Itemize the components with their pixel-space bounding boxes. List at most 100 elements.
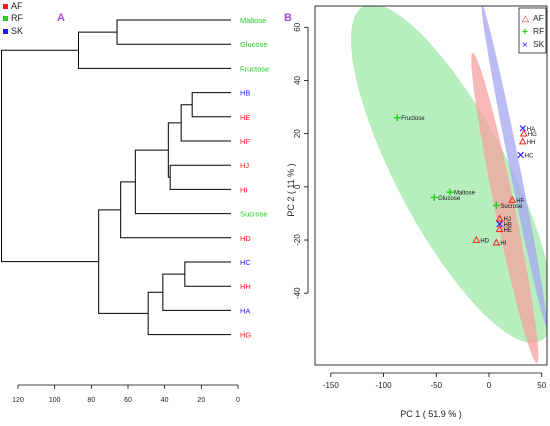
leaf-label: Sucrose — [240, 210, 268, 219]
pca-legend-label-af: AF — [533, 13, 544, 23]
pca-point-label: HG — [528, 132, 537, 138]
pca-point-marker — [492, 238, 501, 246]
pca-point-marker — [496, 220, 503, 228]
pca-point-label: HI — [500, 241, 506, 247]
pca-legend-marker-af: △ — [522, 13, 529, 23]
dendrogram-link — [147, 291, 231, 336]
panel-b-label: B — [284, 12, 292, 24]
pca-point-label: HE — [504, 228, 512, 234]
leaf-label: HF — [240, 137, 250, 146]
pca-plot-frame — [314, 5, 548, 366]
legend-swatch-af — [3, 4, 8, 9]
pca-point-label: HJ — [504, 217, 511, 223]
dendrogram-link — [180, 104, 231, 142]
pca-point-marker — [518, 137, 527, 145]
pca-point-marker — [393, 114, 401, 122]
pca-point-label: Sucrose — [500, 204, 523, 210]
pca-x-tick-label: -150 — [323, 381, 340, 390]
pca-point-label: Maltose — [454, 191, 476, 197]
pca-x-tick-label: -50 — [430, 381, 442, 390]
pca-point-label: HB — [504, 223, 512, 229]
dendrogram-link — [116, 19, 231, 45]
dendrogram-link — [191, 92, 231, 118]
pca-x-tick-label: 0 — [487, 381, 492, 390]
leaf-label: HJ — [240, 161, 249, 170]
pca-point-label: HF — [516, 199, 524, 205]
pca-point-label: Glucose — [438, 196, 461, 202]
dendrogram-tick-label: 0 — [236, 397, 240, 404]
leaf-label: HB — [240, 89, 250, 98]
pca-confidence-ellipses — [351, 6, 547, 364]
dendrogram-link — [162, 273, 231, 311]
pca-y-tick-label: 0 — [293, 184, 302, 189]
leaf-label: HG — [240, 331, 251, 340]
pca-point-marker — [492, 201, 500, 209]
pca-point-label: HD — [480, 239, 489, 245]
dendrogram-tick-label: 100 — [49, 397, 61, 404]
dendrogram-link — [169, 164, 231, 190]
legend-label-rf: RF — [11, 13, 23, 23]
pca-x-tick-label: 50 — [537, 381, 546, 390]
dendrogram-link — [1, 49, 99, 263]
confidence-ellipse-rf — [351, 6, 547, 343]
pca-y-tick-label: 20 — [293, 129, 302, 138]
leaf-label: HH — [240, 282, 251, 291]
dendrogram-link — [134, 149, 231, 215]
pca-legend-label-rf: RF — [533, 26, 544, 36]
pca-point-marker — [517, 151, 524, 159]
legend-swatch-rf — [3, 16, 8, 21]
pca-point-marker — [495, 214, 504, 222]
pca-legend: △ AF + RF × SK — [518, 7, 547, 54]
leaf-label: HA — [240, 306, 250, 315]
leaf-label: HD — [240, 234, 251, 243]
pca-y-tick-label: -20 — [293, 234, 302, 246]
pca-point-marker — [519, 125, 526, 132]
dendrogram-tick-label: 40 — [161, 397, 169, 404]
pca-y-axis-title: PC 2 ( 11 % ) — [286, 163, 296, 216]
pca-y-tick-label: 60 — [293, 22, 302, 31]
leaf-label: Fructose — [240, 64, 269, 73]
pca-x-tick-label: -100 — [376, 381, 393, 390]
legend-label-af: AF — [11, 1, 23, 11]
pca-point-marker — [472, 235, 481, 243]
dendrogram-link — [184, 261, 231, 287]
dendrogram-link — [78, 31, 231, 69]
dendrogram-link — [98, 209, 149, 314]
pca-point-marker — [446, 188, 454, 196]
pca-point-label: HH — [527, 140, 536, 146]
pca-y-tick-label: 40 — [293, 75, 302, 84]
pca-point-marker — [430, 193, 438, 201]
pca-axes: -150 -100 -50 0 50 -40 -20 0 20 40 60 — [293, 22, 547, 390]
pca-x-axis-title: PC 1 ( 51.9 % ) — [400, 409, 462, 419]
dendrogram: Maltose Glucose Fructose HB HE HF HJ HI Sucrose H… — [1, 16, 269, 340]
pca-legend-marker-sk: × — [522, 40, 528, 51]
pca-point-marker — [495, 225, 504, 233]
pca-point-marker — [508, 195, 517, 203]
group-legend: AF RF SK — [3, 1, 23, 36]
legend-swatch-sk — [3, 29, 8, 34]
pca-point-label: Fructose — [401, 116, 425, 122]
pca-legend-marker-rf: + — [522, 27, 528, 38]
leaf-label: Maltose — [240, 16, 266, 25]
pca-point-marker — [519, 129, 528, 137]
leaf-label: Glucose — [240, 40, 268, 49]
dendrogram-tick-label: 60 — [124, 397, 132, 404]
dendrogram-tick-label: 120 — [12, 397, 24, 404]
pca-point-label: HA — [527, 127, 535, 133]
legend-label-sk: SK — [11, 26, 23, 36]
confidence-ellipse-af — [471, 52, 539, 364]
confidence-ellipse-sk — [481, 6, 547, 327]
pca-point-label: HC — [525, 153, 534, 159]
leaf-label: HE — [240, 113, 250, 122]
pca-legend-label-sk: SK — [533, 39, 545, 49]
dendrogram-tick-label: 20 — [197, 397, 205, 404]
dendrogram-axis: 120 100 80 60 40 20 0 — [12, 384, 240, 404]
leaf-label: HC — [240, 258, 251, 267]
dendrogram-tick-label: 80 — [87, 397, 95, 404]
dendrogram-link — [120, 181, 231, 239]
pca-legend-box — [518, 7, 547, 54]
panel-a-label: A — [57, 12, 65, 24]
pca-y-tick-label: -40 — [293, 287, 302, 299]
